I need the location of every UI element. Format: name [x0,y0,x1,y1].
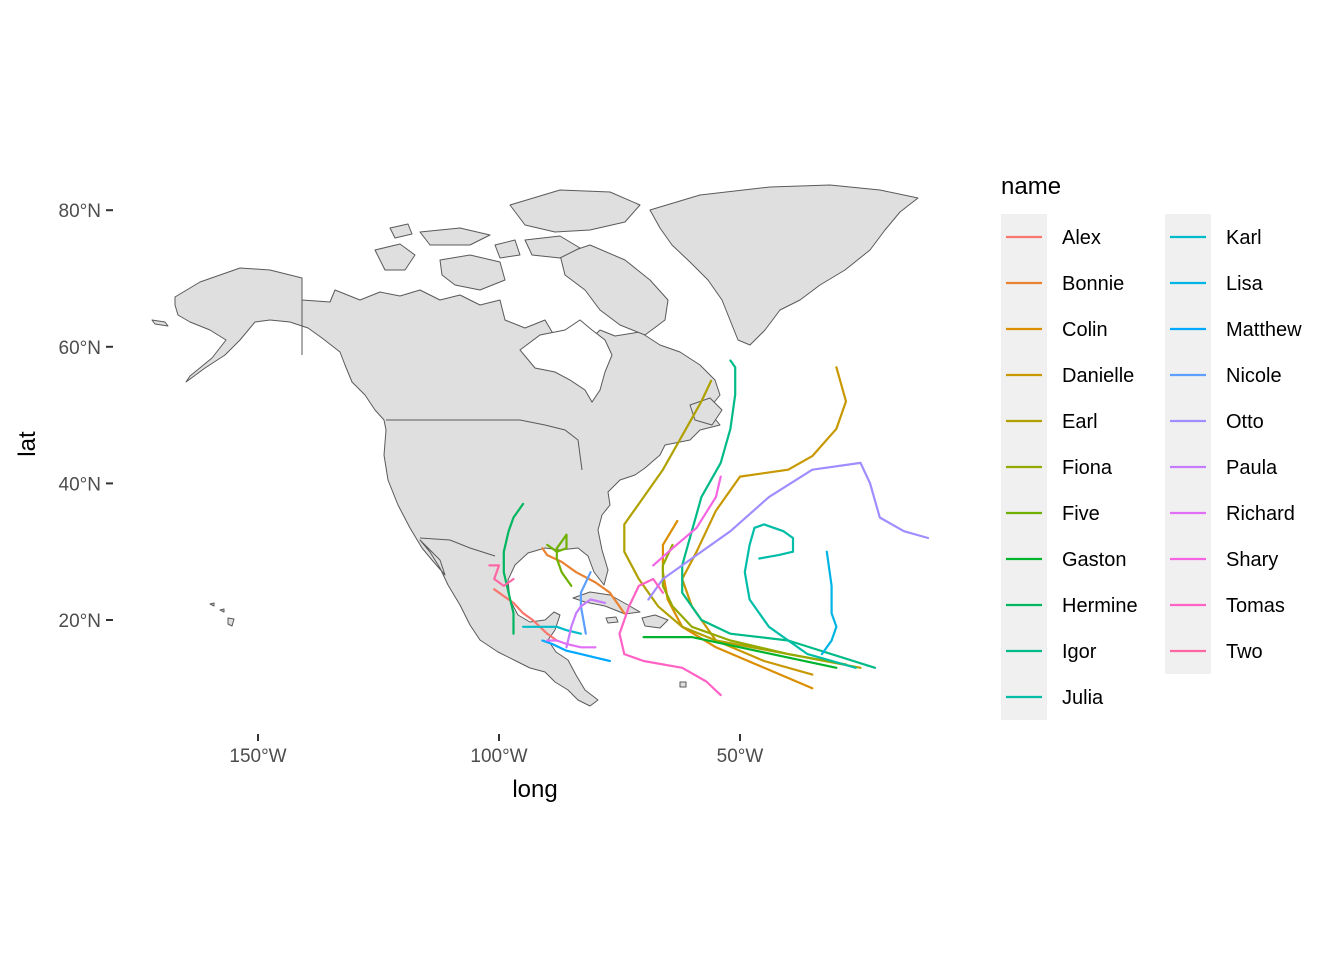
track-five [546,533,573,587]
y-tick-label: 80°N [59,201,101,222]
arctic-island-banks [374,243,416,271]
hawaii-islands [209,602,235,627]
track-matthew [541,639,611,663]
us-canada-border [386,419,583,471]
legend-items: Alex Bonnie Colin Danielle Earl Fiona Five Gast… [1006,227,1302,709]
aleutian-islands [151,319,169,327]
track-tomas [618,577,722,697]
legend-label-paula: Paula [1226,457,1278,479]
x-axis-title: long [512,776,557,803]
arctic-island-victoria [439,254,506,291]
newfoundland [689,397,723,426]
track-julia [743,523,857,669]
arctic-island-baffin [559,244,669,336]
track-shary [652,475,722,567]
legend-label-igor: Igor [1062,641,1097,663]
legend-label-danielle: Danielle [1062,365,1134,387]
legend-label-gaston: Gaston [1062,549,1126,571]
track-alex [493,588,558,642]
legend-column-2-background [1165,214,1211,674]
track-fiona [661,543,848,666]
legend-label-hermine: Hermine [1062,595,1138,617]
track-colin [661,519,814,690]
hudson-bay [519,319,613,403]
legend: name Alex Bonnie Colin Danielle Earl Fiona Fiv… [1001,173,1302,720]
legend-label-five: Five [1062,503,1100,525]
legend-label-karl: Karl [1226,227,1262,249]
y-tick-label: 40°N [59,474,101,495]
track-hermine [502,502,525,635]
y-axis-title: lat [14,431,41,457]
mainland-north-america [174,267,721,707]
arctic-island-devon [524,235,581,259]
legend-label-shary: Shary [1226,549,1278,571]
legend-label-matthew: Matthew [1226,319,1302,341]
y-tick-label: 20°N [59,611,101,632]
x-tick-label: 50°W [717,746,764,767]
y-axis: 20°N 40°N 60°N 80°N [59,201,113,632]
legend-label-lisa: Lisa [1226,273,1264,295]
legend-label-colin: Colin [1062,319,1108,341]
cuba [572,591,641,615]
legend-label-julia: Julia [1062,687,1104,709]
us-mexico-border [419,537,496,557]
arctic-island-parry [419,227,491,246]
legend-label-bonnie: Bonnie [1062,273,1124,295]
arctic-island-ellesmere [509,189,641,233]
y-tick-label: 60°N [59,338,101,359]
caribbean-islet [679,681,687,688]
track-richard [546,639,597,649]
legend-label-earl: Earl [1062,411,1098,433]
track-lisa [820,550,838,656]
track-paula [565,598,607,649]
x-tick-label: 150°W [229,746,286,767]
x-axis: 150°W 100°W 50°W [229,734,763,767]
legend-title: name [1001,173,1061,200]
arctic-island-small-1 [389,223,413,239]
legend-label-fiona: Fiona [1062,457,1113,479]
hurricane-tracks [488,359,930,697]
track-gaston [642,636,838,669]
arctic-island-small-2 [494,239,521,259]
track-karl [522,625,582,635]
legend-label-two: Two [1226,641,1263,663]
legend-label-tomas: Tomas [1226,595,1285,617]
jamaica [605,616,619,624]
legend-label-otto: Otto [1226,411,1264,433]
x-tick-label: 100°W [470,746,527,767]
greenland [649,184,919,346]
legend-label-nicole: Nicole [1226,365,1282,387]
legend-label-richard: Richard [1226,503,1295,525]
legend-label-alex: Alex [1062,227,1101,249]
track-two [488,564,515,587]
north-america-landmass [151,184,919,707]
track-bonnie [541,547,626,615]
hispaniola [641,614,669,629]
track-otto [647,461,930,601]
track-earl [623,379,862,669]
